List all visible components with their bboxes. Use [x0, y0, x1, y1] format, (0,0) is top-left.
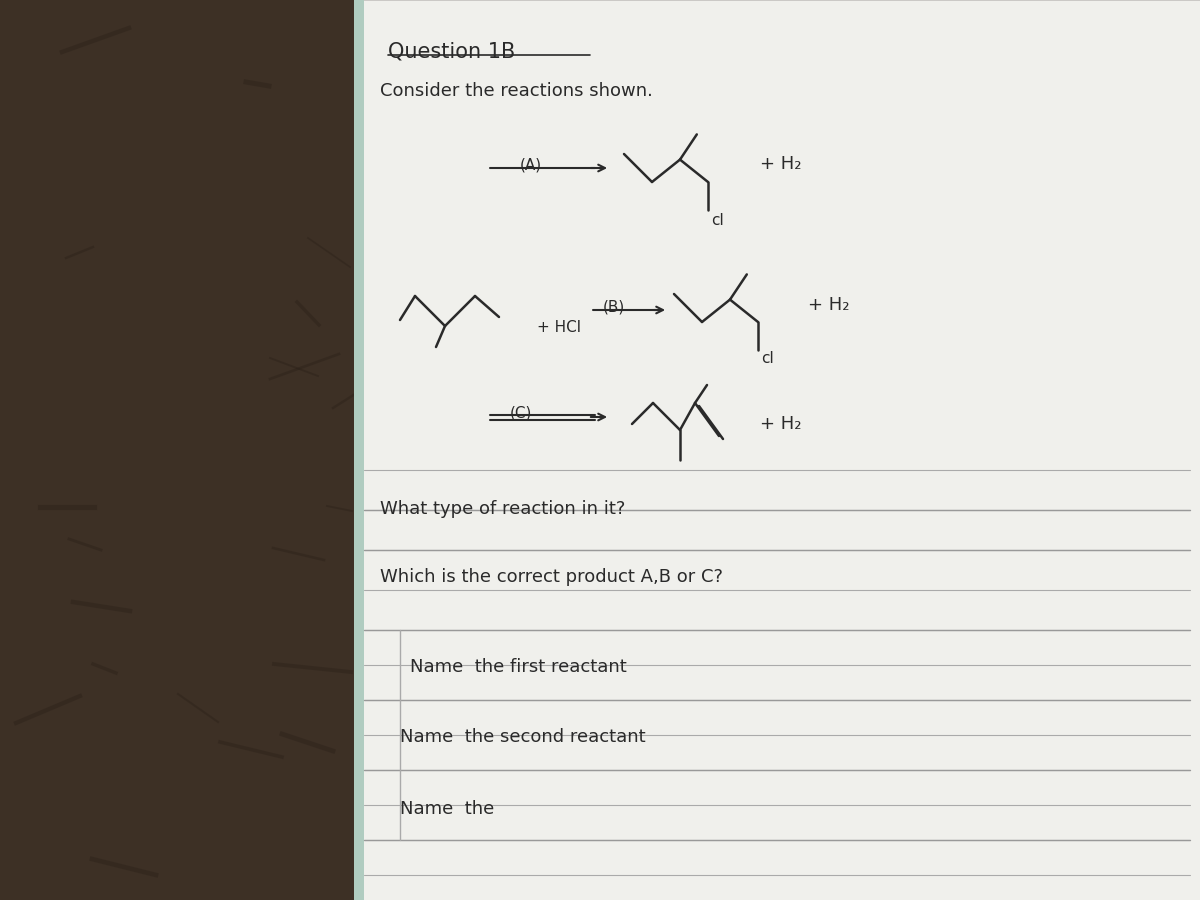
Text: + H₂: + H₂ — [808, 296, 850, 314]
FancyBboxPatch shape — [0, 0, 360, 900]
Text: Question 1B: Question 1B — [388, 42, 515, 62]
Text: cl: cl — [710, 212, 724, 228]
Text: cl: cl — [761, 351, 774, 366]
Text: + HCl: + HCl — [538, 320, 581, 335]
FancyBboxPatch shape — [354, 0, 364, 900]
Text: (B): (B) — [604, 300, 625, 315]
Text: Name  the: Name the — [400, 800, 494, 818]
Text: Name  the second reactant: Name the second reactant — [400, 728, 646, 746]
Text: Name  the first reactant: Name the first reactant — [410, 658, 626, 676]
FancyBboxPatch shape — [354, 0, 1200, 900]
Text: Consider the reactions shown.: Consider the reactions shown. — [380, 82, 653, 100]
Text: + H₂: + H₂ — [760, 415, 802, 433]
Text: (C): (C) — [510, 405, 533, 420]
Text: What type of reaction in it?: What type of reaction in it? — [380, 500, 625, 518]
Text: + H₂: + H₂ — [760, 155, 802, 173]
Text: (A): (A) — [520, 158, 542, 173]
Text: Which is the correct product A,B or C?: Which is the correct product A,B or C? — [380, 568, 722, 586]
